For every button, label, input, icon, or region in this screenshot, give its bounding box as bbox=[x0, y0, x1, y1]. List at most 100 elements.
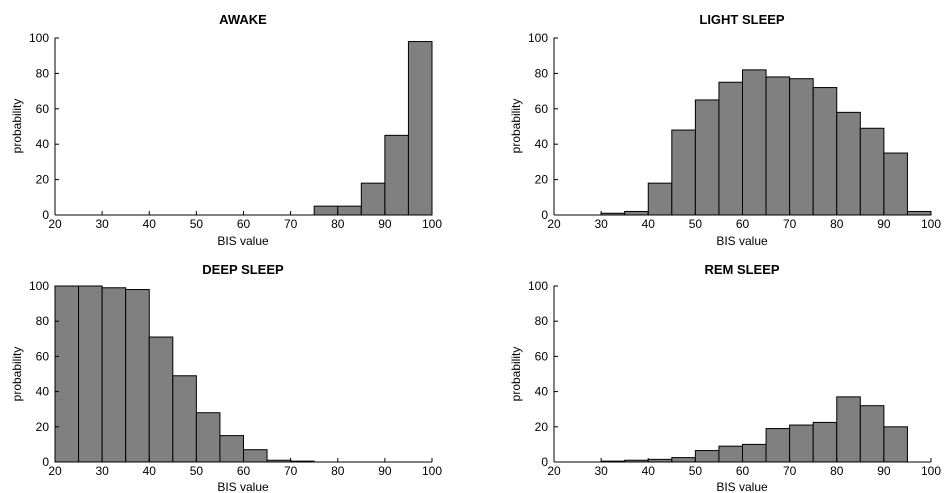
histogram-bar bbox=[407, 41, 433, 216]
y-tick-label: 80 bbox=[36, 66, 50, 80]
x-axis-label: BIS value bbox=[716, 234, 768, 248]
x-tick-label: 100 bbox=[921, 464, 941, 478]
x-tick-label: 60 bbox=[237, 464, 251, 478]
x-tick-label: 50 bbox=[190, 217, 204, 231]
histogram-bar bbox=[647, 182, 673, 216]
x-tick-label: 60 bbox=[237, 217, 251, 231]
y-tick-label: 60 bbox=[535, 349, 549, 363]
y-tick-label: 60 bbox=[36, 102, 50, 116]
x-tick-label: 70 bbox=[783, 217, 797, 231]
x-tick-label: 100 bbox=[921, 217, 941, 231]
histogram-bar bbox=[195, 412, 221, 463]
x-tick-label: 40 bbox=[642, 464, 656, 478]
histogram-bar bbox=[624, 210, 649, 216]
x-tick-label: 20 bbox=[547, 217, 561, 231]
x-tick-label: 30 bbox=[95, 217, 109, 231]
x-tick-label: 90 bbox=[378, 217, 392, 231]
x-tick-label: 60 bbox=[736, 464, 750, 478]
y-axis-label: probability bbox=[10, 347, 24, 402]
y-tick-label: 80 bbox=[535, 314, 549, 328]
x-tick-label: 30 bbox=[594, 464, 608, 478]
chart-title: REM SLEEP bbox=[704, 262, 779, 277]
x-axis-label: BIS value bbox=[217, 480, 269, 493]
histogram-bar bbox=[172, 375, 197, 463]
x-tick-label: 20 bbox=[48, 464, 62, 478]
histogram-bar bbox=[54, 285, 80, 463]
y-tick-label: 80 bbox=[535, 66, 549, 80]
y-axis-label: probability bbox=[10, 99, 24, 154]
histogram-bar bbox=[859, 405, 885, 463]
x-axis-label: BIS value bbox=[716, 480, 768, 493]
rem-sleep-panel: REM SLEEP BIS value probability 20 30 40 50… bbox=[509, 262, 941, 493]
bars bbox=[54, 285, 315, 463]
histogram-bar bbox=[671, 129, 696, 216]
histogram-bar bbox=[78, 285, 103, 463]
bars bbox=[600, 69, 932, 216]
histogram-bar bbox=[742, 443, 767, 463]
x-tick-label: 100 bbox=[422, 464, 442, 478]
histogram-bar bbox=[694, 450, 720, 463]
histogram-bar bbox=[243, 449, 268, 463]
histogram-bar bbox=[718, 445, 743, 463]
x-tick-label: 20 bbox=[547, 464, 561, 478]
x-axis-label: BIS value bbox=[217, 234, 269, 248]
x-tick-label: 90 bbox=[877, 217, 891, 231]
chart-title: AWAKE bbox=[219, 12, 267, 27]
y-tick-label: 20 bbox=[535, 420, 549, 434]
y-tick-label: 20 bbox=[36, 420, 50, 434]
x-tick-label: 90 bbox=[378, 464, 392, 478]
histogram-bar bbox=[836, 396, 861, 463]
histogram-bar bbox=[313, 205, 339, 216]
y-tick-label: 80 bbox=[36, 314, 50, 328]
y-axis-label: probability bbox=[509, 99, 523, 154]
x-tick-label: 60 bbox=[736, 217, 750, 231]
x-tick-label: 80 bbox=[331, 464, 345, 478]
y-tick-label: 100 bbox=[29, 31, 49, 45]
chart-title: DEEP SLEEP bbox=[202, 262, 284, 277]
x-tick-label: 80 bbox=[830, 464, 844, 478]
x-tick-label: 50 bbox=[190, 464, 204, 478]
y-tick-label: 60 bbox=[535, 102, 549, 116]
y-axis-label: probability bbox=[509, 347, 523, 402]
y-tick-label: 100 bbox=[29, 279, 49, 293]
histogram-bar bbox=[789, 424, 814, 463]
bars bbox=[313, 41, 433, 216]
histogram-bar bbox=[718, 81, 743, 216]
x-tick-label: 80 bbox=[830, 217, 844, 231]
y-tick-label: 60 bbox=[36, 349, 50, 363]
histogram-bar bbox=[337, 205, 362, 216]
chart-title: LIGHT SLEEP bbox=[699, 12, 785, 27]
y-tick-label: 20 bbox=[36, 173, 50, 187]
x-tick-label: 50 bbox=[689, 217, 703, 231]
deep-sleep-panel: DEEP SLEEP BIS value probability 20 30 40 5… bbox=[10, 262, 442, 493]
x-tick-label: 40 bbox=[642, 217, 656, 231]
awake-panel: AWAKE BIS value probability 20 30 40 50 60 70… bbox=[10, 12, 442, 248]
x-tick-label: 30 bbox=[95, 464, 109, 478]
y-tick-label: 20 bbox=[535, 173, 549, 187]
light-sleep-panel: LIGHT SLEEP BIS value probability 20 30 40… bbox=[509, 12, 941, 248]
y-tick-label: 0 bbox=[541, 208, 548, 222]
y-tick-label: 100 bbox=[528, 279, 548, 293]
y-tick-label: 0 bbox=[42, 455, 49, 469]
histogram-bar bbox=[765, 76, 791, 216]
y-tick-label: 40 bbox=[535, 385, 549, 399]
x-tick-label: 90 bbox=[877, 464, 891, 478]
histogram-bar bbox=[671, 457, 696, 463]
x-tick-label: 70 bbox=[284, 217, 298, 231]
y-tick-label: 0 bbox=[541, 455, 548, 469]
y-tick-label: 100 bbox=[528, 31, 548, 45]
histogram-bar bbox=[883, 152, 908, 216]
y-tick-label: 40 bbox=[36, 385, 50, 399]
histogram-bar bbox=[789, 78, 814, 216]
histogram-bar bbox=[125, 289, 150, 463]
histogram-bar bbox=[883, 426, 908, 463]
y-tick-label: 0 bbox=[42, 208, 49, 222]
histogram-bar bbox=[836, 111, 861, 216]
y-tick-label: 40 bbox=[36, 137, 50, 151]
histogram-bar bbox=[765, 428, 791, 463]
x-tick-label: 70 bbox=[284, 464, 298, 478]
